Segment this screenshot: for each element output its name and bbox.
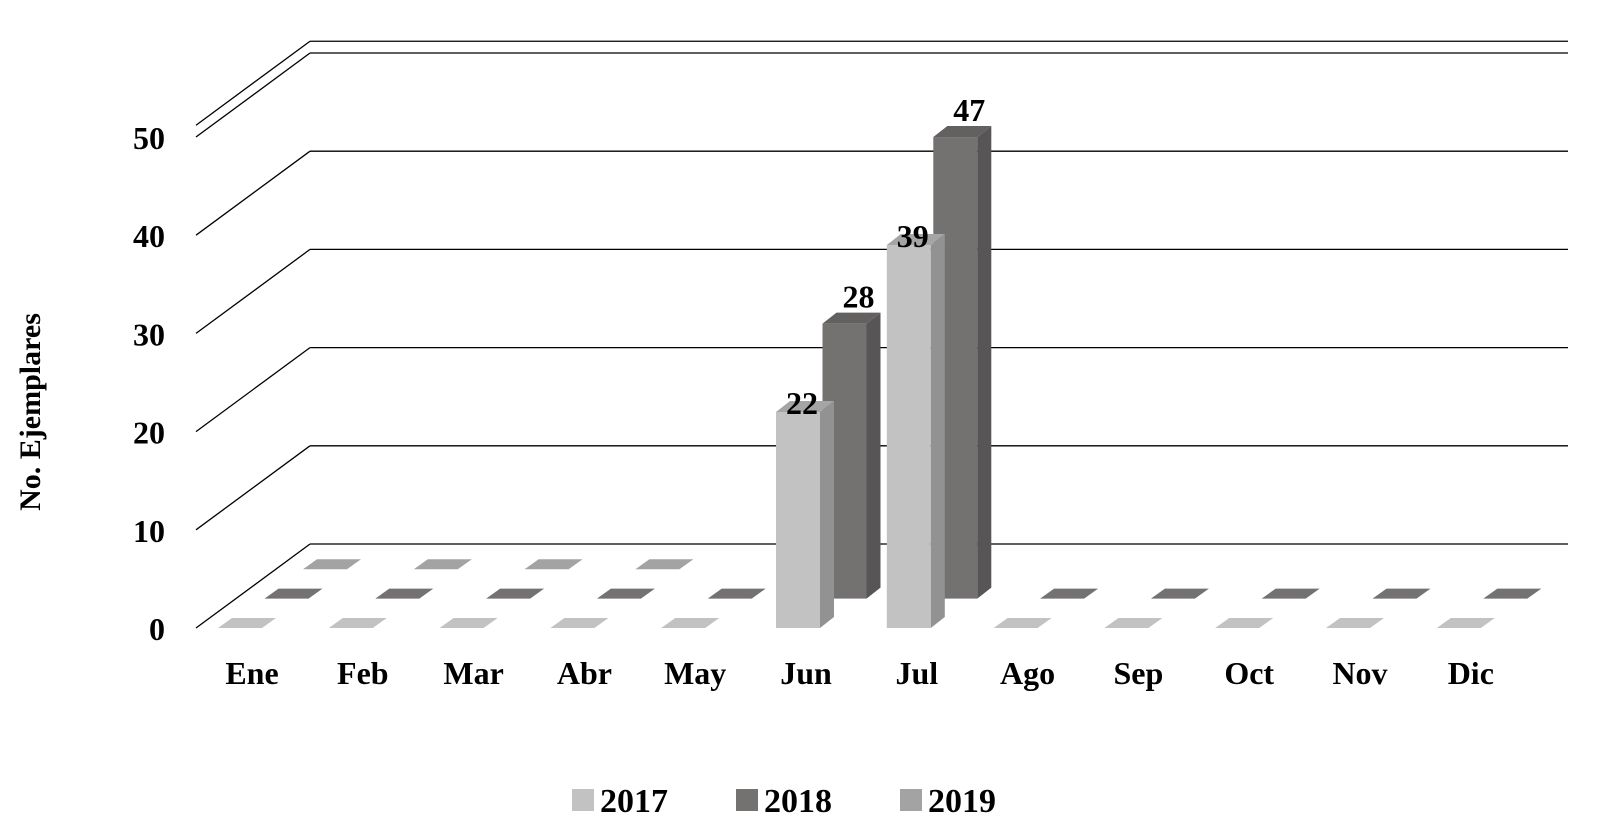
x-tick-label: Ene bbox=[225, 655, 278, 691]
bar-2018-Dic bbox=[1483, 588, 1542, 599]
x-tick-label: Ago bbox=[1000, 655, 1055, 691]
bar-2019-Mar bbox=[524, 559, 583, 570]
bar-2018-May bbox=[707, 588, 766, 599]
gridline-side bbox=[195, 347, 311, 433]
x-tick-label: Nov bbox=[1332, 655, 1387, 691]
bar-2019-Ene bbox=[303, 559, 361, 570]
data-label: 39 bbox=[897, 218, 929, 254]
bar-2018-Feb bbox=[375, 588, 434, 599]
y-axis-ticks: 0 10 20 30 40 50 bbox=[133, 120, 165, 647]
bar-2017-Mar bbox=[439, 618, 498, 628]
gridline-side bbox=[195, 445, 311, 531]
legend-item-2019: 2019 bbox=[900, 783, 996, 820]
x-tick-label: Dic bbox=[1448, 655, 1494, 691]
bar-2017-Ago bbox=[993, 618, 1052, 628]
bar-2018-Abr bbox=[596, 588, 655, 599]
legend-item-2017: 2017 bbox=[572, 783, 668, 820]
legend-label: 2019 bbox=[928, 783, 996, 820]
x-axis-ticks: Ene Feb Mar Abr May Jun Jul Ago Sep Oct Nov Dic bbox=[225, 655, 1494, 691]
bar-2017-Oct bbox=[1215, 618, 1274, 628]
data-label: 28 bbox=[843, 279, 875, 315]
bar-2017-May bbox=[661, 618, 720, 628]
legend-swatch bbox=[900, 789, 922, 811]
y-tick-label: 0 bbox=[149, 611, 165, 647]
legend-swatch bbox=[572, 789, 594, 811]
x-tick-label: Abr bbox=[557, 655, 612, 691]
y-tick-label: 50 bbox=[133, 120, 165, 156]
x-tick-label: Feb bbox=[337, 655, 389, 691]
data-label: 22 bbox=[786, 385, 818, 421]
legend: 2017 2018 2019 bbox=[572, 783, 996, 820]
legend-item-2018: 2018 bbox=[736, 783, 832, 820]
gridline-side bbox=[195, 40, 311, 126]
bar-2017-Dic bbox=[1436, 618, 1495, 628]
x-tick-label: Jul bbox=[895, 655, 938, 691]
bars bbox=[218, 126, 1542, 628]
bar-2018-Mar bbox=[486, 588, 545, 599]
gridline-side bbox=[195, 543, 311, 629]
x-tick-label: Jun bbox=[780, 655, 832, 691]
bar-2017-Feb bbox=[328, 618, 387, 628]
bar-2018-Oct bbox=[1261, 588, 1320, 599]
bar-2017-Ene bbox=[218, 618, 276, 628]
bar-2017-Jun bbox=[776, 400, 834, 628]
bar-2018-Sep bbox=[1150, 588, 1209, 599]
x-tick-label: Oct bbox=[1224, 655, 1274, 691]
y-tick-label: 30 bbox=[133, 316, 165, 352]
bar-2017-Sep bbox=[1104, 618, 1163, 628]
gridline-side bbox=[195, 52, 311, 138]
data-labels: 28 47 22 39 bbox=[786, 92, 985, 421]
x-tick-label: May bbox=[664, 655, 726, 691]
y-tick-label: 10 bbox=[133, 513, 165, 549]
legend-label: 2017 bbox=[600, 783, 668, 820]
bar-2017-Abr bbox=[550, 618, 609, 628]
x-tick-label: Sep bbox=[1114, 655, 1164, 691]
y-tick-label: 40 bbox=[133, 218, 165, 254]
gridline-side bbox=[195, 150, 311, 236]
x-tick-label: Mar bbox=[443, 655, 503, 691]
y-axis-title: No. Ejemplares bbox=[14, 313, 47, 511]
bar-2019-Feb bbox=[413, 559, 472, 570]
gridline-side bbox=[195, 248, 311, 334]
bar-2018-Ene bbox=[264, 588, 323, 599]
bar-2019-Abr bbox=[635, 559, 694, 570]
grid bbox=[195, 40, 1568, 629]
bar-2018-Nov bbox=[1372, 588, 1431, 599]
bar-2017-Nov bbox=[1326, 618, 1384, 628]
y-tick-label: 20 bbox=[133, 415, 165, 451]
data-label: 47 bbox=[953, 92, 985, 128]
legend-swatch bbox=[736, 789, 758, 811]
legend-label: 2018 bbox=[764, 783, 832, 820]
bar-2018-Ago bbox=[1040, 588, 1099, 599]
bar-2017-Jul bbox=[886, 234, 945, 628]
